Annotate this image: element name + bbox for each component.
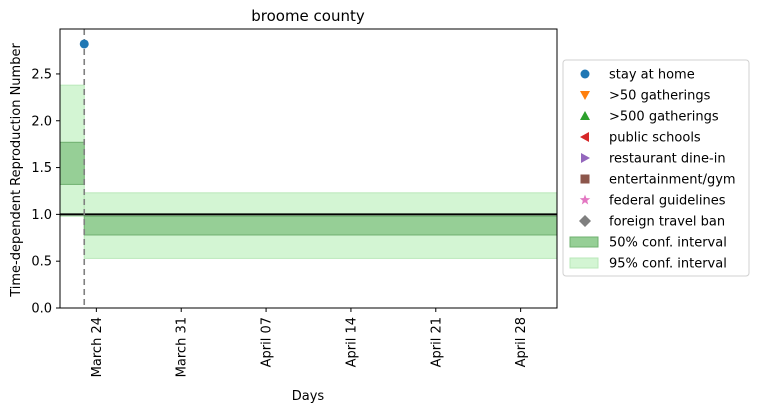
legend-label: 50% conf. interval: [609, 236, 727, 251]
y-tick-label: 0.0: [31, 302, 52, 317]
x-tick-label: April 28: [514, 317, 529, 367]
y-tick-label: 0.5: [31, 255, 52, 270]
legend-label: 95% conf. interval: [609, 257, 727, 272]
stay-at-home-point: [79, 39, 89, 49]
legend-marker-triangle-down: [580, 91, 590, 100]
ci50-band: [83, 215, 558, 236]
x-axis-label: Days: [292, 389, 325, 404]
legend: stay at home >50 gatherings >500 gathering…: [562, 59, 750, 277]
plot-frame: [59, 28, 558, 309]
legend-label: >50 gatherings: [609, 89, 711, 104]
legend-patch: [569, 257, 599, 269]
x-tick-label: March 24: [90, 317, 105, 377]
y-tick-label: 2.0: [31, 114, 52, 129]
axes: 0.0 0.5 1.0 1.5 2.0 2.5 March 24 March 31 April …: [31, 28, 558, 377]
legend-patch: [569, 236, 599, 248]
x-tick-label: April 21: [429, 317, 444, 367]
x-tick-label: March 31: [175, 317, 190, 377]
plot-area: [59, 29, 558, 308]
legend-label: federal guidelines: [609, 194, 726, 209]
ci50-band: [59, 141, 85, 185]
y-axis-label: Time-dependent Reproduction Number: [9, 43, 24, 298]
legend-marker-circle: [580, 69, 590, 79]
legend-label: stay at home: [609, 68, 695, 83]
legend-label: entertainment/gym: [609, 173, 736, 188]
legend-marker-star: [579, 194, 591, 205]
y-tick-label: 2.5: [31, 67, 52, 82]
legend-marker-triangle-up: [580, 111, 590, 120]
legend-marker-square: [580, 174, 590, 184]
legend-marker-triangle-right: [581, 153, 590, 163]
y-tick-label: 1.0: [31, 208, 52, 223]
y-tick-label: 1.5: [31, 161, 52, 176]
chart-title: broome county: [251, 7, 365, 25]
legend-marker-triangle-left: [580, 132, 589, 142]
x-tick-label: April 07: [260, 317, 275, 367]
x-tick-label: April 14: [344, 317, 359, 367]
legend-marker-diamond: [579, 215, 591, 227]
legend-box: [562, 59, 750, 277]
legend-label: public schools: [609, 131, 701, 146]
legend-label: foreign travel ban: [609, 215, 725, 230]
legend-label: restaurant dine-in: [609, 152, 726, 167]
legend-label: >500 gatherings: [609, 110, 719, 125]
